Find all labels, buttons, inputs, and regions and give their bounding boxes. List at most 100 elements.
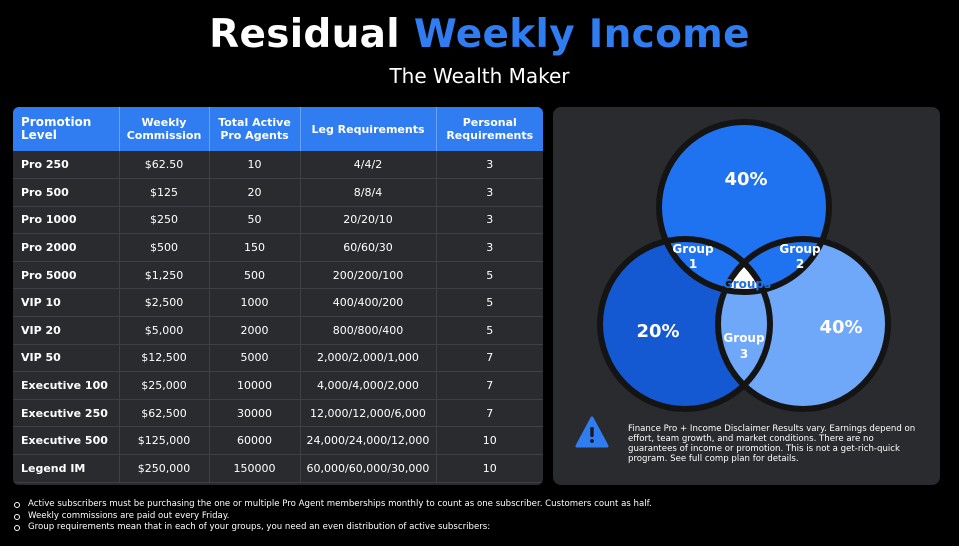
cell-total-active-agents: 10000: [209, 371, 301, 400]
footnote-item: Weekly commissions are paid out every Fr…: [14, 511, 944, 523]
table-row: Executive 100 $25,000 10000 4,000/4,000/2,0…: [13, 371, 543, 400]
group2-number: 2: [796, 257, 804, 271]
cell-total-active-agents: 1000: [209, 288, 301, 318]
venn-panel: 40% 20% 40% Group 1 Group 2 Group 3 Grou…: [553, 107, 940, 485]
cell-weekly-commission: $125,000: [119, 426, 210, 456]
table-row: VIP 50 $12,500 5000 2,000/2,000/1,000 7: [13, 344, 543, 373]
table-row: Pro 250 $62.50 10 4/4/2 3: [13, 151, 543, 180]
warning-icon: [575, 416, 609, 448]
disclaimer-text: Finance Pro + Income Disclaimer Results …: [628, 424, 916, 464]
group3-label: Group: [723, 331, 765, 345]
footnote-item: Group requirements mean that in each of …: [14, 522, 944, 534]
footnote-item: Active subscribers must be purchasing th…: [14, 499, 944, 511]
table-row: VIP 20 $5,000 2000 800/800/400 5: [13, 316, 543, 345]
cell-leg-requirements: 20/20/10: [300, 206, 437, 235]
cell-promotion-level: Pro 2000: [13, 233, 120, 262]
venn-outlines: [597, 119, 891, 412]
header-personal-requirements: Personal Requirements: [446, 116, 534, 142]
cell-personal-requirements: 5: [436, 316, 543, 345]
group2-label: Group: [779, 242, 821, 256]
cell-personal-requirements: 7: [436, 371, 543, 400]
cell-promotion-level: VIP 10: [13, 288, 120, 318]
table-header-row: Promotion Level Weekly Commission Total …: [13, 107, 543, 151]
cell-personal-requirements: 3: [436, 233, 543, 262]
cell-total-active-agents: 5000: [209, 344, 301, 373]
cell-personal-requirements: 5: [436, 261, 543, 290]
title-accent: Weekly Income: [413, 12, 750, 57]
cell-leg-requirements: 8/8/4: [300, 178, 437, 207]
cell-promotion-level: VIP 20: [13, 316, 120, 345]
cell-weekly-commission: $500: [119, 233, 210, 262]
cell-personal-requirements: 10: [436, 426, 543, 456]
cell-leg-requirements: 60,000/60,000/30,000: [300, 454, 437, 483]
cell-total-active-agents: 2000: [209, 316, 301, 345]
venn-diagram: 40% 20% 40% Group 1 Group 2 Group 3 Grou…: [597, 119, 891, 412]
cell-weekly-commission: $250: [119, 206, 210, 235]
cell-weekly-commission: $1,250: [119, 261, 210, 290]
cell-promotion-level: Pro 1000: [13, 206, 120, 235]
cell-promotion-level: Executive 500: [13, 426, 120, 456]
cell-promotion-level: Pro 5000: [13, 261, 120, 290]
table-body: Pro 250 $62.50 10 4/4/2 3 Pro 500 $125 20 8/8/4 3…: [13, 151, 543, 483]
group3-number: 3: [740, 347, 748, 361]
cell-leg-requirements: 800/800/400: [300, 316, 437, 345]
promotion-table: Promotion Level Weekly Commission Total …: [13, 107, 543, 483]
cell-leg-requirements: 2,000/2,000/1,000: [300, 344, 437, 373]
page-title: Residual Weekly Income: [0, 12, 959, 57]
header-promotion-level: Promotion Level: [13, 107, 120, 151]
cell-leg-requirements: 200/200/100: [300, 261, 437, 290]
cell-promotion-level: Executive 250: [13, 399, 120, 428]
table-row: Legend IM $250,000 150000 60,000/60,000/30,…: [13, 454, 543, 483]
header-total-active-agents: Total Active Pro Agents: [209, 107, 301, 151]
table-row: Pro 2000 $500 150 60/60/30 3: [13, 233, 543, 262]
top-percent: 40%: [724, 169, 767, 190]
cell-total-active-agents: 150: [209, 233, 301, 262]
footnotes: Active subscribers must be purchasing th…: [14, 499, 944, 534]
cell-leg-requirements: 24,000/24,000/12,000: [300, 426, 437, 456]
cell-total-active-agents: 20: [209, 178, 301, 207]
table-row: Pro 5000 $1,250 500 200/200/100 5: [13, 261, 543, 290]
cell-total-active-agents: 60000: [209, 426, 301, 456]
cell-personal-requirements: 7: [436, 399, 543, 428]
cell-leg-requirements: 4,000/4,000/2,000: [300, 371, 437, 400]
left-percent: 20%: [636, 321, 679, 342]
title-main: Residual: [209, 12, 400, 57]
cell-weekly-commission: $12,500: [119, 344, 210, 373]
cell-leg-requirements: 400/400/200: [300, 288, 437, 318]
cell-personal-requirements: 3: [436, 178, 543, 207]
table-row: VIP 10 $2,500 1000 400/400/200 5: [13, 288, 543, 318]
groups-center-label: Groups: [723, 277, 771, 291]
cell-weekly-commission: $25,000: [119, 371, 210, 400]
cell-total-active-agents: 50: [209, 206, 301, 235]
cell-total-active-agents: 150000: [209, 454, 301, 483]
header-leg-requirements: Leg Requirements: [300, 107, 437, 151]
table-row: Pro 1000 $250 50 20/20/10 3: [13, 206, 543, 235]
cell-personal-requirements: 10: [436, 454, 543, 483]
cell-promotion-level: Legend IM: [13, 454, 120, 483]
cell-personal-requirements: 3: [436, 206, 543, 235]
cell-weekly-commission: $2,500: [119, 288, 210, 318]
cell-personal-requirements: 5: [436, 288, 543, 318]
cell-leg-requirements: 60/60/30: [300, 233, 437, 262]
table-row: Executive 500 $125,000 60000 24,000/24,000/…: [13, 426, 543, 456]
cell-total-active-agents: 30000: [209, 399, 301, 428]
cell-weekly-commission: $5,000: [119, 316, 210, 345]
cell-weekly-commission: $62.50: [119, 151, 210, 180]
cell-leg-requirements: 12,000/12,000/6,000: [300, 399, 437, 428]
header-weekly-commission: Weekly Commission: [119, 107, 210, 151]
group-top-circle: [659, 122, 829, 292]
cell-total-active-agents: 10: [209, 151, 301, 180]
group1-label: Group: [672, 242, 714, 256]
right-percent: 40%: [819, 317, 862, 338]
cell-weekly-commission: $125: [119, 178, 210, 207]
cell-promotion-level: Pro 500: [13, 178, 120, 207]
table-row: Executive 250 $62,500 30000 12,000/12,000/6…: [13, 399, 543, 428]
cell-personal-requirements: 7: [436, 344, 543, 373]
promotion-table-panel: Promotion Level Weekly Commission Total …: [13, 107, 543, 485]
cell-weekly-commission: $62,500: [119, 399, 210, 428]
cell-weekly-commission: $250,000: [119, 454, 210, 483]
group1-number: 1: [689, 257, 697, 271]
cell-promotion-level: Executive 100: [13, 371, 120, 400]
table-row: Pro 500 $125 20 8/8/4 3: [13, 178, 543, 207]
cell-personal-requirements: 3: [436, 151, 543, 180]
